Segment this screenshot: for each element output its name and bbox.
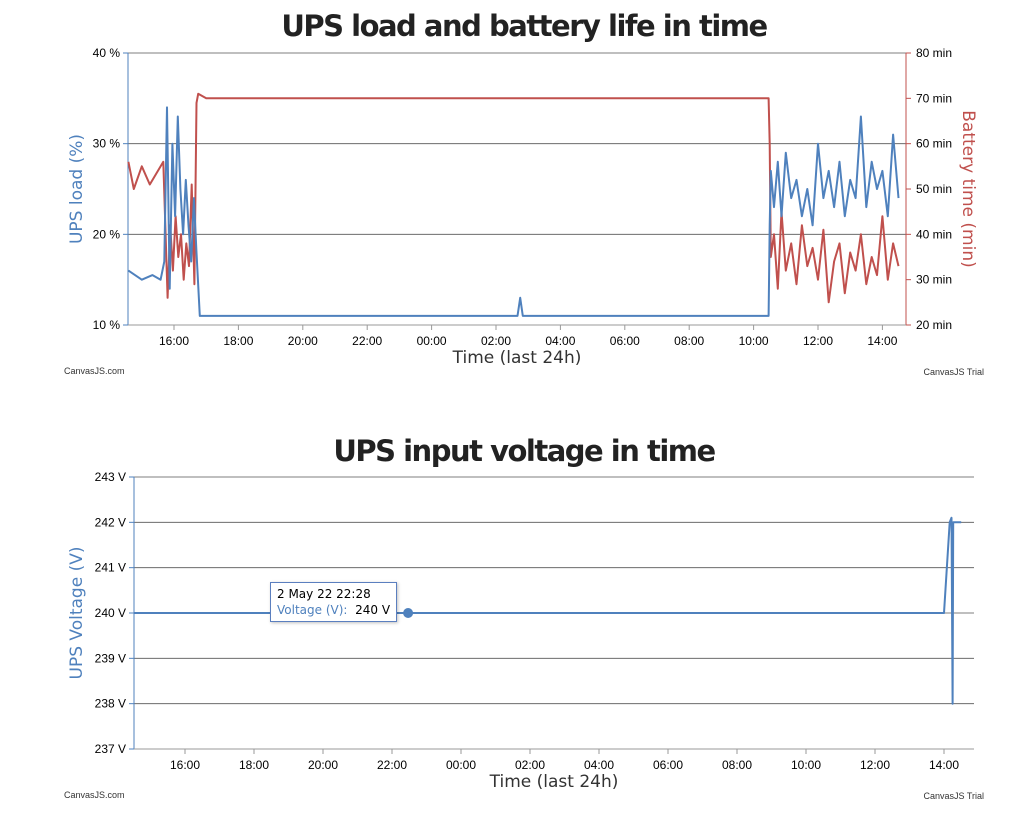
chart1-ticks: 16:00 18:00 20:00 22:00 00:00 02:00 04:00 06:00… — [93, 46, 952, 348]
x-tick-label: 06:00 — [610, 334, 640, 348]
x-tick-label: 18:00 — [239, 758, 269, 772]
x-tick-label: 08:00 — [674, 334, 704, 348]
chart1-left-axis-title: UPS load (%) — [67, 134, 87, 244]
x-tick-label: 00:00 — [446, 758, 476, 772]
x-tick-label: 04:00 — [584, 758, 614, 772]
right-tick-label: 20 min — [916, 318, 952, 332]
voltage-line[interactable] — [134, 516, 962, 705]
x-tick-label: 20:00 — [288, 334, 318, 348]
chart2-title: UPS input voltage in time — [333, 434, 715, 468]
x-tick-label: 22:00 — [352, 334, 382, 348]
x-tick-label: 00:00 — [417, 334, 447, 348]
chart1-series — [127, 92, 900, 317]
x-tick-label: 02:00 — [515, 758, 545, 772]
y-tick-label: 238 V — [95, 697, 126, 711]
chart2-tooltip: 2 May 22 22:28 Voltage (V): 240 V — [270, 582, 398, 622]
chart1-title: UPS load and battery life in time — [281, 9, 767, 43]
right-tick-label: 50 min — [916, 182, 952, 196]
x-tick-label: 06:00 — [653, 758, 683, 772]
tooltip-series-label: Voltage (V): — [277, 603, 348, 617]
x-tick-label: 16:00 — [170, 758, 200, 772]
chart1-right-axis-title: Battery time (min) — [958, 110, 978, 267]
highlight-marker[interactable] — [403, 608, 414, 618]
chart2-credit-left[interactable]: CanvasJS.com — [64, 790, 125, 800]
chart2-x-axis-title: Time (last 24h) — [489, 772, 619, 792]
chart2-y-axis-title: UPS Voltage (V) — [67, 547, 87, 680]
x-tick-label: 16:00 — [159, 334, 189, 348]
y-tick-label: 240 V — [95, 606, 126, 620]
left-tick-label: 40 % — [93, 46, 121, 60]
chart1-credit-right: CanvasJS Trial — [923, 367, 984, 377]
battery-time-line[interactable] — [127, 92, 900, 304]
right-tick-label: 60 min — [916, 137, 952, 151]
y-tick-label: 243 V — [95, 470, 126, 484]
x-tick-label: 20:00 — [308, 758, 338, 772]
x-tick-label: 14:00 — [929, 758, 959, 772]
left-tick-label: 30 % — [93, 137, 121, 151]
y-tick-label: 237 V — [95, 742, 126, 756]
x-tick-label: 08:00 — [722, 758, 752, 772]
tooltip-date: 2 May 22 22:28 — [277, 587, 371, 601]
y-tick-label: 242 V — [95, 515, 126, 529]
x-tick-label: 10:00 — [739, 334, 769, 348]
left-tick-label: 20 % — [93, 227, 121, 241]
x-tick-label: 22:00 — [377, 758, 407, 772]
y-tick-label: 239 V — [95, 651, 126, 665]
x-tick-label: 10:00 — [791, 758, 821, 772]
x-tick-label: 04:00 — [545, 334, 575, 348]
x-tick-label: 12:00 — [803, 334, 833, 348]
chart2-ticks: 16:00 18:00 20:00 22:00 00:00 02:00 04:00 06:00… — [95, 470, 960, 772]
right-tick-label: 40 min — [916, 227, 952, 241]
load-battery-chart: UPS load and battery life in time 16:00 1… — [64, 9, 984, 377]
right-tick-label: 80 min — [916, 46, 952, 60]
x-tick-label: 14:00 — [867, 334, 897, 348]
y-tick-label: 241 V — [95, 561, 126, 575]
voltage-chart: UPS input voltage in time 16:00 18:00 20:0… — [64, 434, 984, 801]
x-tick-label: 18:00 — [223, 334, 253, 348]
ups-load-line[interactable] — [127, 106, 900, 317]
chart2-credit-right: CanvasJS Trial — [923, 791, 984, 801]
x-tick-label: 12:00 — [860, 758, 890, 772]
chart1-credit-left[interactable]: CanvasJS.com — [64, 366, 125, 376]
right-tick-label: 70 min — [916, 91, 952, 105]
left-tick-label: 10 % — [93, 318, 121, 332]
chart1-x-axis-title: Time (last 24h) — [452, 348, 582, 368]
tooltip-value: 240 V — [355, 603, 391, 617]
chart2-series — [134, 516, 962, 705]
right-tick-label: 30 min — [916, 273, 952, 287]
x-tick-label: 02:00 — [481, 334, 511, 348]
